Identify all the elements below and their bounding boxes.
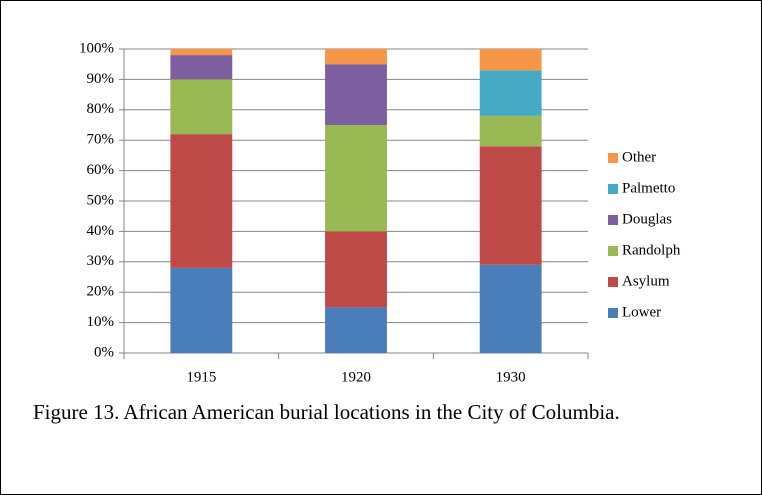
- x-tick-label: 1915: [186, 369, 216, 385]
- x-tick-label: 1930: [496, 369, 526, 385]
- bar-segment: [479, 115, 542, 147]
- bar-segment: [479, 70, 542, 116]
- bar-segment: [325, 49, 387, 65]
- legend-label: Lower: [622, 304, 661, 320]
- legend-label: Asylum: [622, 273, 670, 289]
- x-tick-label: 1920: [341, 369, 371, 385]
- bar-segment: [325, 64, 387, 125]
- legend-label: Palmetto: [622, 180, 675, 196]
- legend-swatch: [608, 246, 618, 256]
- legend-swatch: [608, 215, 618, 225]
- bar-segment: [479, 49, 542, 71]
- legend-label: Douglas: [622, 211, 672, 227]
- bar-segment: [325, 125, 387, 232]
- y-tick-label: 40%: [87, 223, 115, 239]
- bar-segment: [170, 79, 233, 135]
- bar-segment: [325, 231, 387, 308]
- y-tick-label: 60%: [87, 162, 115, 178]
- y-tick-label: 20%: [87, 284, 115, 300]
- y-tick-label: 100%: [79, 40, 114, 56]
- y-tick-label: 80%: [87, 101, 115, 117]
- y-tick-label: 30%: [87, 253, 115, 269]
- legend-swatch: [608, 153, 618, 163]
- y-tick-label: 50%: [87, 192, 115, 208]
- bar-segment: [170, 134, 233, 268]
- chart: 0% 10% 20% 30% 40% 50% 60% 70% 80% 90% 100% 1915 192…: [79, 40, 681, 385]
- legend-swatch: [608, 308, 618, 318]
- y-tick-label: 90%: [87, 71, 115, 87]
- y-tick-label: 70%: [87, 132, 115, 148]
- bar-segment: [325, 307, 387, 353]
- bar-segment: [170, 267, 233, 353]
- legend-label: Other: [622, 149, 656, 165]
- y-tick-label: 0%: [94, 344, 114, 360]
- bar-segment: [479, 264, 542, 353]
- bar-segment: [170, 49, 233, 56]
- legend-label: Randolph: [622, 242, 681, 258]
- bar-segment: [170, 55, 233, 80]
- bar-segment: [479, 146, 542, 265]
- legend-swatch: [608, 277, 618, 287]
- caption: Figure 13. African American burial locat…: [33, 400, 620, 424]
- legend-swatch: [608, 184, 618, 194]
- y-tick-label: 10%: [87, 314, 115, 330]
